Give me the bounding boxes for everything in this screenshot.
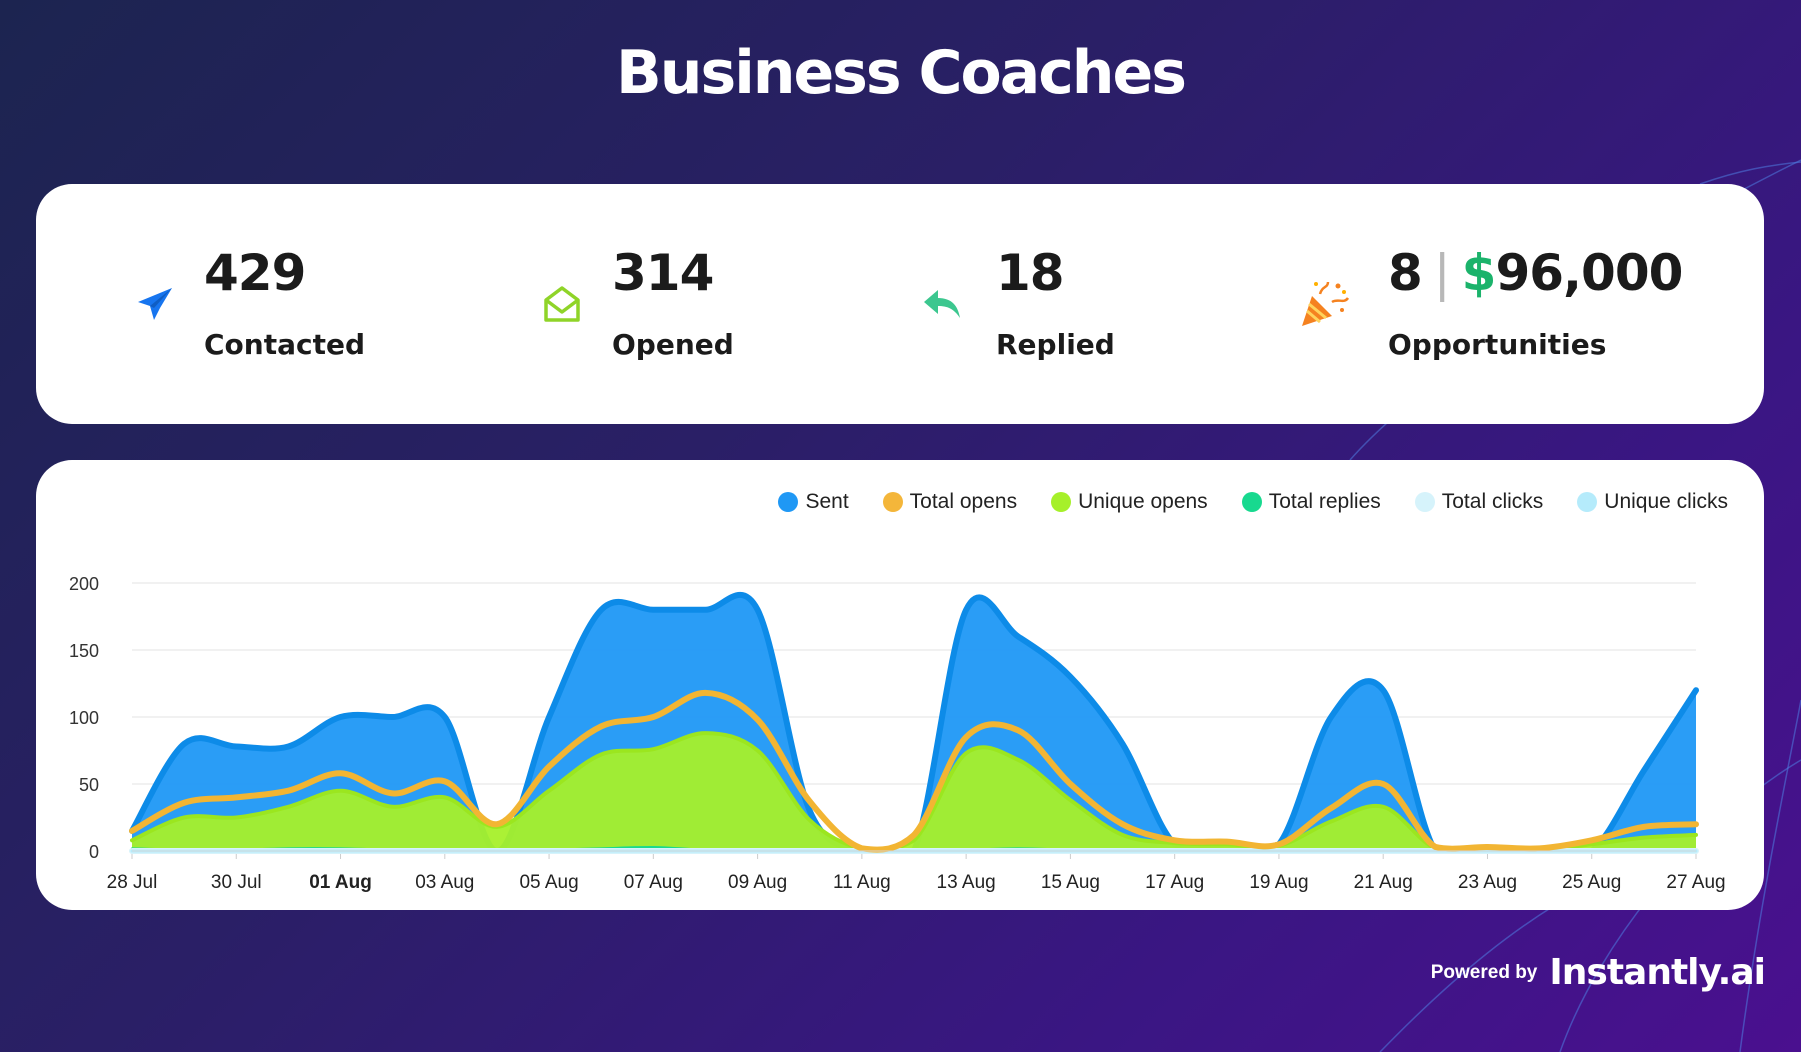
legend-dot-unique-opens bbox=[1051, 492, 1072, 512]
x-tick-label: 05 Aug bbox=[519, 872, 578, 893]
legend-unique-opens[interactable]: Unique opens bbox=[1051, 490, 1208, 514]
paper-plane-icon bbox=[132, 282, 176, 326]
legend-label: Unique clicks bbox=[1604, 490, 1728, 513]
x-tick-label: 15 Aug bbox=[1041, 872, 1100, 893]
replied-label: Replied bbox=[996, 328, 1115, 361]
x-tick-label: 17 Aug bbox=[1145, 872, 1204, 893]
stats-card: 429 Contacted 314 Opened 18 Replied bbox=[36, 184, 1764, 424]
legend-label: Unique opens bbox=[1078, 490, 1208, 513]
page-title: Business Coaches bbox=[616, 38, 1187, 108]
x-tick-label: 19 Aug bbox=[1249, 872, 1308, 893]
open-envelope-icon bbox=[540, 282, 584, 326]
legend-sent[interactable]: Sent bbox=[778, 490, 849, 514]
y-tick-label: 100 bbox=[69, 708, 99, 728]
x-tick-label: 09 Aug bbox=[728, 872, 787, 893]
legend-total-opens[interactable]: Total opens bbox=[882, 490, 1018, 514]
opportunities-value: 8 | $96,000 bbox=[1388, 244, 1683, 302]
x-tick-label: 27 Aug bbox=[1666, 872, 1725, 893]
x-tick-label: 25 Aug bbox=[1562, 872, 1621, 893]
reply-arrow-icon bbox=[920, 282, 964, 326]
legend-label: Sent bbox=[805, 490, 849, 513]
opportunities-count: 8 bbox=[1388, 244, 1423, 302]
y-tick-label: 50 bbox=[79, 775, 99, 795]
legend-label: Total clicks bbox=[1441, 490, 1544, 513]
legend-dot-sent bbox=[778, 492, 799, 512]
opportunities-label: Opportunities bbox=[1388, 328, 1607, 361]
x-tick-label: 11 Aug bbox=[833, 872, 891, 893]
x-tick-label: 01 Aug bbox=[309, 872, 372, 893]
opportunities-amount: 96,000 bbox=[1495, 244, 1683, 302]
x-tick-label: 03 Aug bbox=[415, 872, 474, 893]
y-tick-label: 200 bbox=[69, 574, 99, 594]
contacted-value: 429 bbox=[204, 244, 306, 302]
brand-logo-text[interactable]: Instantly.ai bbox=[1549, 952, 1766, 993]
activity-chart: 0 50 100 150 200 28 Jul 30 Jul 01 Aug 03 Aug 05 A… bbox=[69, 574, 1726, 893]
series-total-opens-line bbox=[129, 689, 1699, 853]
x-tick-label: 21 Aug bbox=[1354, 872, 1413, 893]
chart-legend: Sent Total opens Unique opens Total repl… bbox=[778, 490, 1728, 514]
opportunities-currency: $ bbox=[1461, 244, 1497, 302]
legend-total-replies[interactable]: Total replies bbox=[1241, 490, 1381, 514]
x-tick-label: 28 Jul bbox=[107, 872, 158, 893]
legend-dot-total-replies bbox=[1241, 492, 1262, 512]
legend-label: Total replies bbox=[1268, 490, 1381, 513]
y-tick-label: 0 bbox=[89, 842, 99, 862]
y-tick-label: 150 bbox=[69, 641, 99, 661]
replied-value: 18 bbox=[996, 244, 1065, 302]
x-tick-label: 23 Aug bbox=[1458, 872, 1517, 893]
legend-total-clicks[interactable]: Total clicks bbox=[1414, 490, 1544, 514]
opened-value: 314 bbox=[612, 244, 714, 302]
separator: | bbox=[1433, 244, 1451, 302]
legend-dot-total-clicks bbox=[1414, 492, 1435, 512]
legend-unique-clicks[interactable]: Unique clicks bbox=[1577, 490, 1728, 514]
contacted-label: Contacted bbox=[204, 328, 366, 361]
powered-by-text: Powered by bbox=[1430, 961, 1538, 983]
legend-dot-total-opens bbox=[882, 492, 903, 512]
opened-label: Opened bbox=[612, 328, 734, 361]
powered-by-footer: Powered by Instantly.ai bbox=[1430, 952, 1766, 993]
legend-dot-unique-clicks bbox=[1577, 492, 1598, 512]
x-tick-label: 30 Jul bbox=[211, 872, 262, 893]
legend-label: Total opens bbox=[909, 490, 1018, 513]
x-tick-label: 07 Aug bbox=[624, 872, 683, 893]
x-tick-label: 13 Aug bbox=[937, 872, 996, 893]
party-popper-icon bbox=[1298, 276, 1352, 330]
chart-card: 0 50 100 150 200 28 Jul 30 Jul 01 Aug 03 Aug 05 A… bbox=[36, 460, 1764, 910]
series-unique-opens-area bbox=[132, 733, 1696, 851]
